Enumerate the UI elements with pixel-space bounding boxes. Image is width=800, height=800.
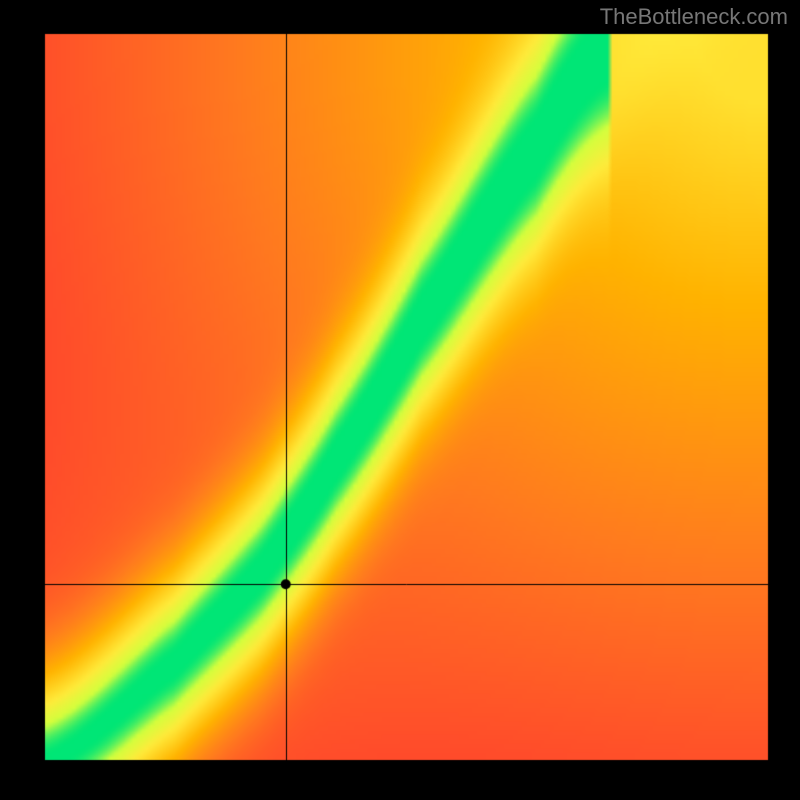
chart-container: TheBottleneck.com (0, 0, 800, 800)
watermark-text: TheBottleneck.com (600, 4, 788, 30)
bottleneck-heatmap (0, 0, 800, 800)
